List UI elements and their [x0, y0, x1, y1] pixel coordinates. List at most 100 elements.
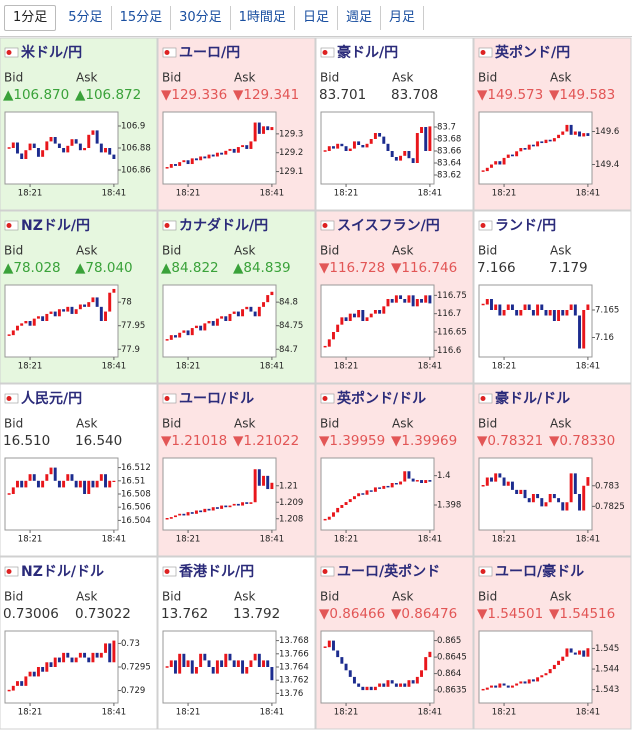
candle — [11, 330, 15, 336]
candle — [215, 507, 219, 509]
tab[interactable]: 1分足 — [4, 5, 57, 31]
y-tick-label: 0.729 — [121, 686, 145, 696]
rate-panel[interactable]: 豪ドル/ドル Bid Ask ▼0.78321 ▼0.78330 0.783 0.7825 1… — [473, 383, 632, 557]
chart-area — [320, 457, 435, 531]
candle — [332, 640, 335, 651]
rate-panel[interactable]: ユーロ/豪ドル Bid Ask ▼1.54501 ▼1.54516 1.545 1.544 1… — [473, 556, 632, 730]
x-tick-label: 18:21 — [18, 535, 43, 545]
rate-panel[interactable]: NZドル/ドル Bid Ask 0.73006 0.73022 0.73 0.7295 0.7… — [0, 556, 158, 730]
candle — [352, 676, 356, 684]
rate-panel[interactable]: 豪ドル/円 Bid Ask 83.701 83.708 83.7 83.68 83.66 83.… — [315, 37, 474, 211]
y-tick-label: 1.543 — [595, 685, 619, 695]
pair-title: ユーロ/英ポンド — [337, 563, 440, 580]
rate-panel[interactable]: ユーロ/ドル Bid Ask ▼1.21018 ▼1.21022 1.21 1.209 1.2… — [157, 383, 316, 557]
candle — [224, 150, 228, 155]
y-tick-label: 106.86 — [121, 166, 151, 176]
candle — [327, 640, 331, 648]
tab[interactable]: 15分足 — [112, 6, 172, 30]
bid-price: ▼1.54501 — [477, 606, 543, 622]
rate-panel[interactable]: 人民元/円 Bid Ask 16.510 16.540 16.512 16.51 16.508… — [0, 383, 158, 557]
pair-title: カナダドル/円 — [179, 217, 268, 234]
candle — [169, 164, 173, 168]
rate-panel[interactable]: スイスフラン/円 Bid Ask ▼116.728 ▼116.746 116.75 116.… — [315, 210, 474, 384]
rate-panel[interactable]: 英ポンド/円 Bid Ask ▼149.573 ▼149.583 149.6 149.4 18… — [473, 37, 632, 211]
y-tick-label: 106.9 — [121, 122, 145, 132]
y-tick-label: 1.21 — [279, 481, 298, 491]
candle — [557, 134, 561, 139]
rate-panel[interactable]: ユーロ/円 Bid Ask ▼129.336 ▼129.341 129.3 129.2 129… — [157, 37, 316, 211]
ask-label: Ask — [550, 590, 571, 604]
x-tick-label: 18:41 — [576, 535, 601, 545]
candle — [494, 473, 498, 482]
candle — [70, 474, 74, 481]
candle — [199, 510, 203, 513]
rate-panel[interactable]: カナダドル/円 Bid Ask ▲84.822 ▲84.839 84.8 84.75 84.7… — [157, 210, 316, 384]
candle — [348, 499, 352, 503]
candle — [228, 653, 232, 661]
candle — [266, 475, 270, 490]
candle — [527, 144, 531, 150]
candle — [66, 145, 70, 153]
tab[interactable]: 日足 — [295, 6, 338, 30]
candle — [515, 151, 519, 157]
candle — [569, 473, 573, 503]
y-tick-label: 1.4 — [437, 471, 451, 481]
tab[interactable]: 30分足 — [171, 6, 231, 30]
candle — [424, 480, 428, 483]
candle — [569, 304, 573, 310]
rate-panel[interactable]: 米ドル/円 Bid Ask ▲106.870 ▲106.872 106.9 106.88 10… — [0, 37, 158, 211]
bid-price: ▲84.822 — [161, 260, 219, 276]
candle — [182, 653, 186, 667]
candle — [169, 660, 173, 667]
candle — [62, 148, 66, 153]
bid-label: Bid — [4, 417, 23, 431]
rate-panel[interactable]: ユーロ/英ポンド Bid Ask ▼0.86466 ▼0.86476 0.865 0.864… — [315, 556, 474, 730]
tab[interactable]: 5分足 — [60, 6, 112, 30]
candle — [510, 481, 514, 490]
candle — [186, 512, 190, 516]
y-tick-label: 84.8 — [279, 298, 298, 308]
flag-icon-mark — [6, 396, 12, 401]
candle — [332, 332, 335, 340]
tab[interactable]: 月足 — [381, 6, 424, 30]
tab[interactable]: 1時間足 — [231, 6, 295, 30]
candle — [582, 650, 586, 657]
rate-panel[interactable]: 香港ドル/円 Bid Ask 13.762 13.792 13.768 13.766 13.7… — [157, 556, 316, 730]
candle — [361, 686, 365, 691]
tab[interactable]: 週足 — [338, 6, 381, 30]
candle — [352, 313, 356, 318]
candle — [104, 148, 107, 153]
candle — [24, 321, 28, 324]
candle — [578, 315, 581, 349]
rate-panel[interactable]: ランド/円 Bid Ask 7.166 7.179 7.165 7.16 18:21 18:41 — [473, 210, 632, 384]
candle — [344, 663, 348, 671]
x-tick-label: 18:21 — [492, 362, 517, 372]
candle — [485, 687, 489, 690]
rate-panel[interactable]: NZドル/円 Bid Ask ▲78.028 ▲78.040 78 77.95 77.9 18:… — [0, 210, 158, 384]
candle — [420, 480, 423, 483]
candle — [523, 681, 527, 684]
y-tick-label: 129.2 — [279, 148, 303, 158]
candle — [561, 131, 565, 135]
candle — [62, 480, 66, 488]
candle — [498, 683, 502, 688]
candle — [582, 485, 586, 511]
ask-label: Ask — [234, 590, 255, 604]
candle — [257, 122, 261, 134]
candle — [407, 680, 411, 687]
ask-label: Ask — [234, 244, 255, 258]
candle — [99, 143, 103, 153]
x-tick-label: 18:41 — [418, 189, 443, 199]
candle — [207, 154, 211, 159]
candle — [415, 480, 419, 482]
rate-panel[interactable]: 英ポンド/ドル Bid Ask ▼1.39959 ▼1.39969 1.4 1.398 18:… — [315, 383, 474, 557]
candle — [490, 299, 493, 310]
candle — [220, 316, 224, 319]
candle — [186, 660, 190, 667]
y-tick-label: 1.545 — [595, 644, 619, 654]
bid-price: ▼129.336 — [161, 87, 227, 103]
chart-area — [4, 457, 119, 531]
candle — [232, 503, 236, 506]
candle — [36, 480, 40, 488]
candle — [49, 662, 53, 667]
